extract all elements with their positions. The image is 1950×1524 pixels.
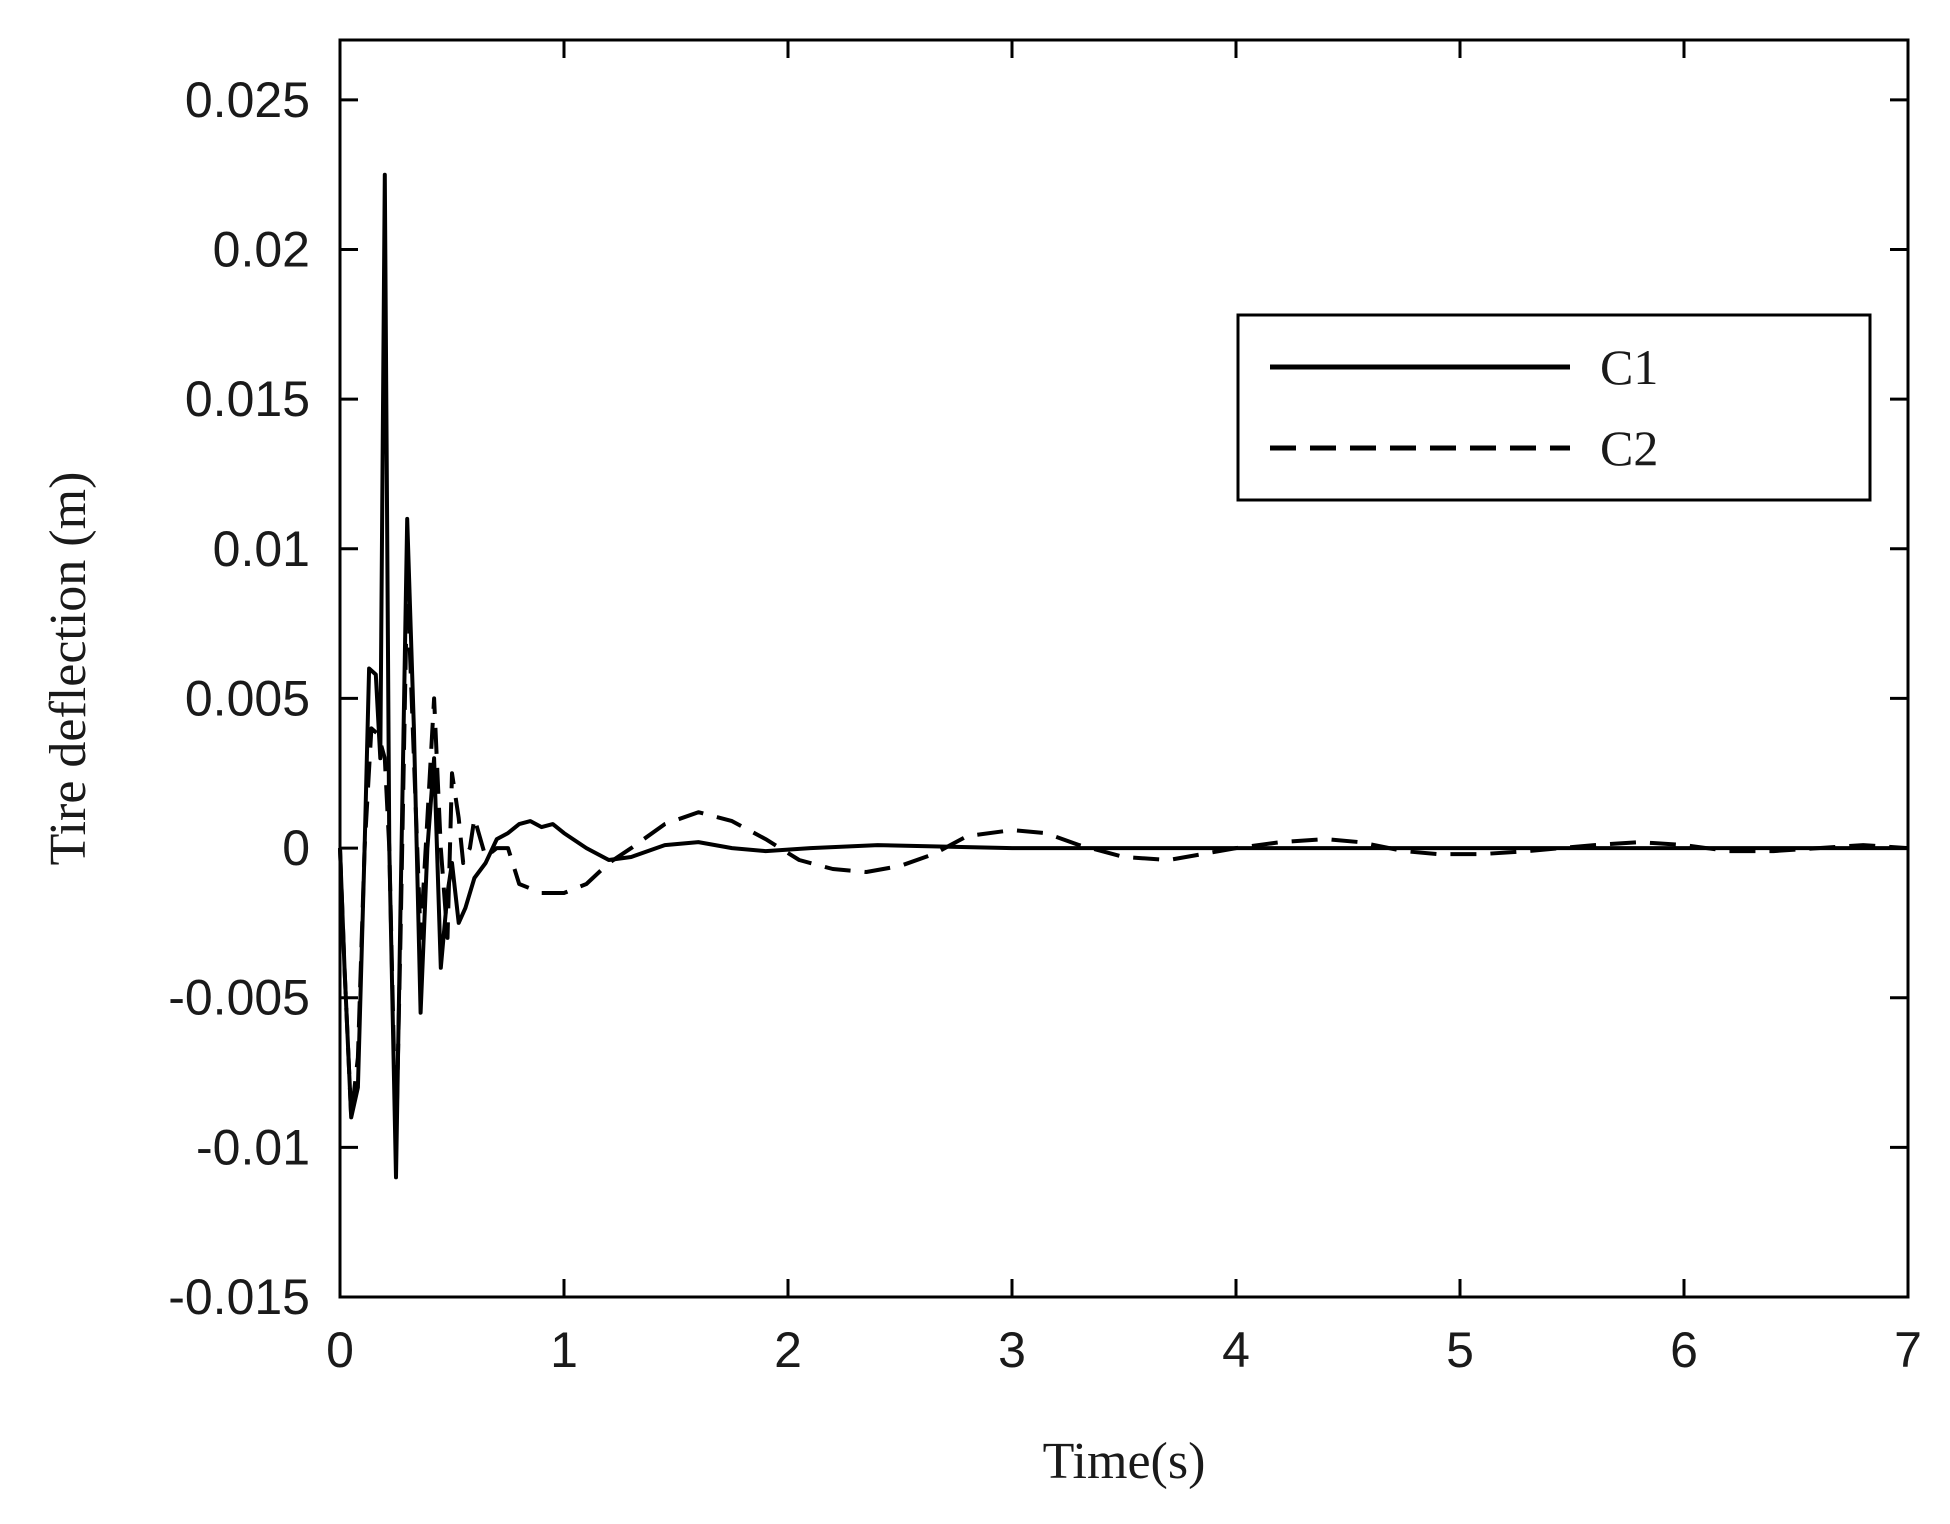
y-tick-label: 0 xyxy=(282,820,310,876)
ticks-layer xyxy=(338,40,1910,1299)
x-tick-label: 6 xyxy=(1670,1322,1698,1378)
series-line-c2 xyxy=(338,576,1909,1150)
x-tick-label: 2 xyxy=(774,1322,802,1378)
tick-labels-layer: 0 1 2 3 4 5 6 7 -0.015 -0.01 -0.005 0 0.005 0.01 0.015… xyxy=(168,72,1922,1378)
y-axis-label: Tire deflection (m) xyxy=(40,472,97,866)
y-tick-label: -0.005 xyxy=(168,970,310,1026)
y-tick-label: -0.015 xyxy=(168,1269,310,1325)
y-tick-label: 0.005 xyxy=(185,670,310,726)
x-tick-label: 1 xyxy=(550,1322,578,1378)
series-layer xyxy=(338,172,1909,1180)
x-axis-label: Time(s) xyxy=(1043,1433,1206,1490)
y-tick-label: 0.015 xyxy=(185,371,310,427)
x-tick-label: 7 xyxy=(1894,1322,1922,1378)
x-tick-label: 3 xyxy=(998,1322,1026,1378)
y-tick-label: 0.02 xyxy=(213,222,310,278)
y-tick-label: -0.01 xyxy=(196,1119,310,1175)
legend-label-c1: C1 xyxy=(1600,339,1658,395)
x-tick-label: 5 xyxy=(1446,1322,1474,1378)
series-line-c1 xyxy=(338,172,1908,1180)
legend-box xyxy=(1236,313,1872,502)
x-tick-label: 0 xyxy=(326,1322,354,1378)
y-tick-label: 0.01 xyxy=(213,521,310,577)
legend-label-c2: C2 xyxy=(1600,420,1658,476)
x-tick-label: 4 xyxy=(1222,1322,1250,1378)
plot-frame xyxy=(338,38,1910,1299)
y-tick-label: 0.025 xyxy=(185,72,310,128)
